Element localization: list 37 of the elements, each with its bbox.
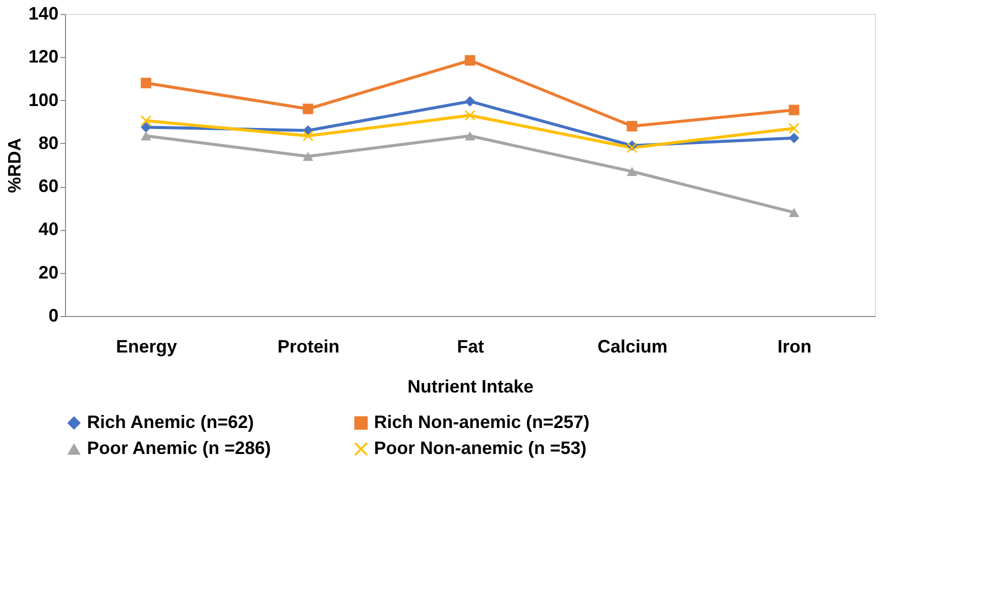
point: [464, 131, 476, 140]
point: [626, 142, 638, 153]
y-tick-label: 0: [48, 306, 58, 326]
point: [464, 55, 476, 66]
point: [140, 78, 152, 88]
legend-label: Rich Non-anemic (n=257): [374, 412, 590, 432]
y-tick-label: 120: [28, 46, 58, 67]
legend-label: Poor Non-anemic (n =53): [374, 438, 587, 458]
x-tick-label: Fat: [457, 336, 484, 356]
legend-label: Poor Anemic (n =286): [87, 438, 271, 458]
y-axis-title: %RDA: [4, 138, 24, 194]
point: [140, 131, 152, 140]
y-tick-label: 100: [28, 90, 58, 110]
x-tick-label: Protein: [277, 336, 340, 356]
x-tick-label: Iron: [778, 336, 812, 356]
point: [140, 122, 152, 132]
x-axis-title: Nutrient Intake: [407, 376, 534, 396]
point: [302, 152, 314, 161]
y-tick-label: 80: [38, 132, 58, 153]
y-tick-label: 20: [38, 262, 58, 282]
legend-label: Rich Anemic (n=62): [87, 412, 254, 432]
point: [302, 130, 314, 142]
point: [464, 96, 476, 107]
point: [788, 123, 800, 134]
point: [626, 166, 638, 176]
point: [464, 110, 476, 121]
y-tick-label: 60: [38, 176, 58, 196]
point: [626, 120, 638, 132]
point: [302, 104, 314, 114]
point: [788, 132, 800, 144]
y-tick-label: 140: [28, 4, 58, 24]
point: [788, 208, 800, 217]
x-tick-label: Calcium: [597, 336, 668, 356]
x-tick-label: Energy: [116, 336, 178, 356]
point: [788, 104, 800, 116]
y-tick-label: 40: [38, 219, 58, 240]
point: [140, 116, 152, 126]
